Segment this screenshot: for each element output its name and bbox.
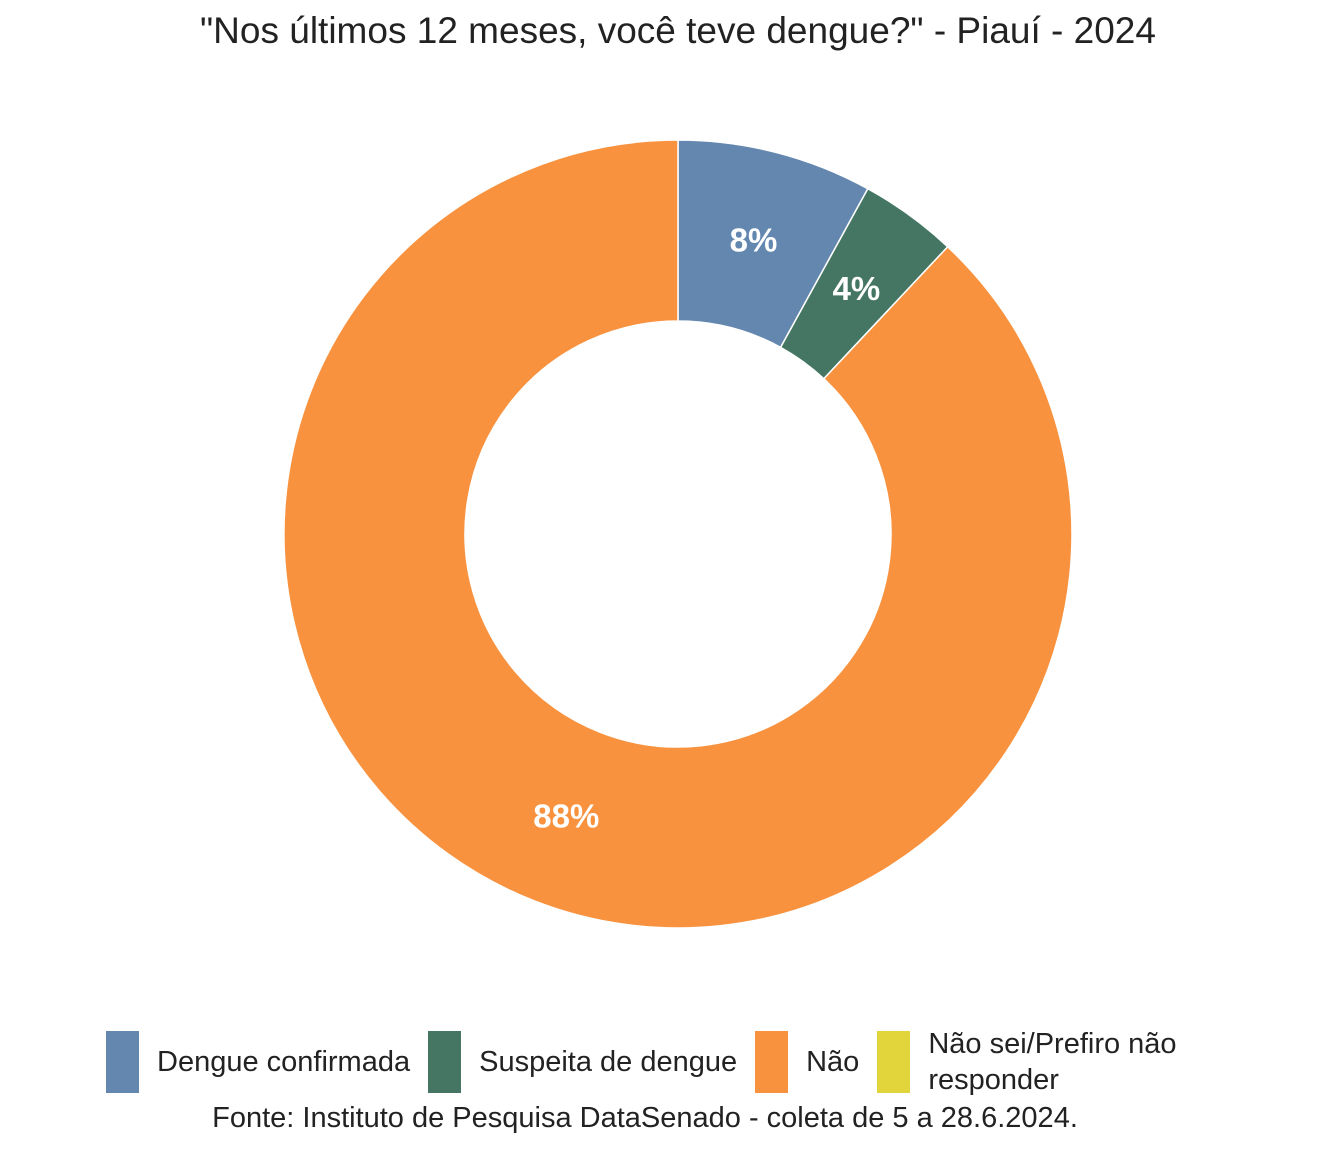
- donut-chart: 8% 4% 88%: [283, 139, 1073, 929]
- slice-label: 8%: [730, 222, 778, 259]
- slice-label: 4%: [833, 270, 881, 307]
- legend: Dengue confirmada Suspeita de dengue Não…: [106, 1026, 1236, 1098]
- legend-item-nao-sei: Não sei/Prefiro não responder: [877, 1026, 1218, 1098]
- legend-swatch: [755, 1031, 789, 1093]
- legend-item-dengue-confirmada: Dengue confirmada: [106, 1031, 410, 1093]
- legend-label: Dengue confirmada: [157, 1046, 411, 1078]
- legend-swatch: [106, 1031, 139, 1093]
- legend-item-suspeita-de-dengue: Suspeita de dengue: [428, 1031, 737, 1093]
- legend-swatch: [877, 1031, 911, 1093]
- legend-label: Não: [806, 1046, 860, 1078]
- legend-item-nao: Não: [755, 1031, 859, 1093]
- legend-label: Não sei/Prefiro não responder: [928, 1028, 1177, 1096]
- slices-group: [283, 139, 1073, 929]
- source-note: Fonte: Instituto de Pesquisa DataSenado …: [212, 1102, 1078, 1134]
- chart-title: "Nos últimos 12 meses, você teve dengue?…: [200, 10, 1156, 51]
- legend-swatch: [428, 1031, 462, 1093]
- slice-labels-group: 8% 4% 88%: [533, 222, 880, 835]
- slice-label: 88%: [533, 798, 599, 835]
- legend-label: Suspeita de dengue: [479, 1046, 738, 1078]
- slice-nao: [283, 139, 1073, 929]
